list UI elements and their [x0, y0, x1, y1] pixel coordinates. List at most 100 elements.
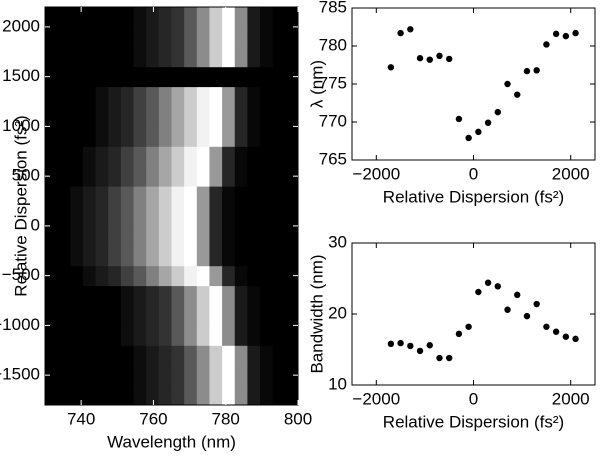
heatmap-cell — [247, 245, 261, 267]
data-point — [533, 67, 540, 74]
heatmap-cell — [209, 345, 223, 366]
heatmap-cell — [222, 285, 236, 306]
heatmap-cell — [272, 66, 286, 88]
heatmap-cell — [196, 206, 210, 227]
data-point — [455, 330, 463, 338]
data-point — [523, 312, 531, 320]
heatmap-cell — [209, 225, 223, 247]
heatmap-cell — [234, 7, 248, 28]
heatmap-cell — [247, 46, 261, 68]
heatmap-cell — [120, 106, 135, 127]
heatmap-cell — [70, 146, 84, 167]
heatmap-cell — [196, 385, 210, 406]
heatmap-cell — [158, 225, 172, 247]
heatmap-cell — [146, 106, 160, 127]
heatmap-cell — [108, 186, 122, 207]
heatmap-cell — [82, 7, 97, 28]
y-tick-label: 775 — [319, 73, 347, 92]
heatmap-cell — [184, 7, 198, 28]
heatmap-cell — [120, 365, 135, 386]
heatmap-cell — [133, 186, 147, 207]
heatmap-cell — [247, 106, 261, 127]
heatmap-cell — [171, 206, 185, 227]
heatmap-cell — [196, 186, 210, 207]
heatmap-cell — [158, 106, 172, 127]
heatmap-cell — [158, 46, 172, 68]
heatmap-cell — [108, 385, 122, 406]
heatmap-cell — [57, 186, 71, 207]
heatmap-cell — [209, 285, 223, 306]
heatmap-cell — [234, 265, 248, 287]
heatmap-cell — [184, 225, 198, 247]
heatmap-cell — [95, 265, 109, 287]
heatmap-cell — [222, 206, 236, 227]
heatmap-cell — [285, 146, 299, 167]
data-point — [533, 300, 540, 308]
heatmap-cell — [45, 166, 59, 187]
heatmap-cell — [70, 365, 84, 386]
heatmap-cell — [260, 305, 274, 326]
heatmap-cell — [234, 186, 248, 207]
heatmap-cell — [196, 345, 210, 366]
heatmap-cell — [285, 245, 299, 267]
heatmap-cell — [184, 46, 198, 68]
heatmap-cell — [70, 385, 84, 406]
heatmap-cell — [272, 186, 286, 207]
heatmap-cell — [260, 285, 274, 306]
heatmap-cell — [184, 206, 198, 227]
heatmap-cell — [146, 385, 160, 406]
heatmap-cell — [158, 325, 172, 346]
heatmap-cell — [171, 7, 185, 28]
heatmap-cell — [260, 166, 274, 187]
heatmap-cell — [184, 66, 198, 88]
heatmap-cell — [272, 225, 286, 247]
heatmap-cell — [247, 126, 261, 147]
heatmap-cell — [82, 325, 97, 346]
heatmap-cell — [234, 365, 248, 386]
heatmap-cell — [260, 126, 274, 147]
heatmap-cell — [57, 345, 71, 366]
heatmap-cell — [158, 66, 172, 88]
heatmap-cell — [171, 225, 185, 247]
heatmap-cell — [95, 325, 109, 346]
heatmap-cell — [209, 66, 223, 88]
heatmap-cell — [222, 106, 236, 127]
heatmap-cell — [70, 285, 84, 306]
heatmap-cell — [146, 305, 160, 326]
heatmap-cell — [196, 46, 210, 68]
data-point — [543, 323, 550, 330]
heatmap-cell — [222, 26, 236, 48]
heatmap-cell — [133, 106, 147, 127]
heatmap-cell — [95, 146, 109, 167]
data-point — [552, 30, 560, 38]
heatmap-cell — [184, 106, 198, 127]
heatmap-cell — [260, 7, 274, 28]
y-axis-label: Relative Dispersion (fs²) — [11, 115, 30, 296]
heatmap-cell — [146, 225, 160, 247]
heatmap-cell — [209, 126, 223, 147]
heatmap-cell — [82, 126, 97, 147]
heatmap-cell — [146, 7, 160, 28]
heatmap-cell — [57, 26, 71, 48]
heatmap-cell — [57, 285, 71, 306]
heatmap-cell — [45, 66, 59, 88]
heatmap-cell — [146, 345, 160, 366]
heatmap-cell — [70, 46, 84, 68]
heatmap-cell — [285, 385, 299, 406]
heatmap-cell — [196, 166, 210, 187]
heatmap-cell — [45, 325, 59, 346]
heatmap-cell — [57, 325, 71, 346]
heatmap-cell — [57, 206, 71, 227]
heatmap-cell — [57, 86, 71, 107]
heatmap-cell — [285, 166, 299, 187]
heatmap-cell — [272, 86, 286, 107]
heatmap-cell — [158, 365, 172, 386]
heatmap-cell — [209, 325, 223, 346]
heatmap-cell — [82, 186, 97, 207]
heatmap-cell — [120, 325, 135, 346]
heatmap-cell — [108, 345, 122, 366]
heatmap-cell — [209, 166, 223, 187]
heatmap-cell — [95, 7, 109, 28]
heatmap-cell — [209, 305, 223, 326]
heatmap-cell — [222, 385, 236, 406]
